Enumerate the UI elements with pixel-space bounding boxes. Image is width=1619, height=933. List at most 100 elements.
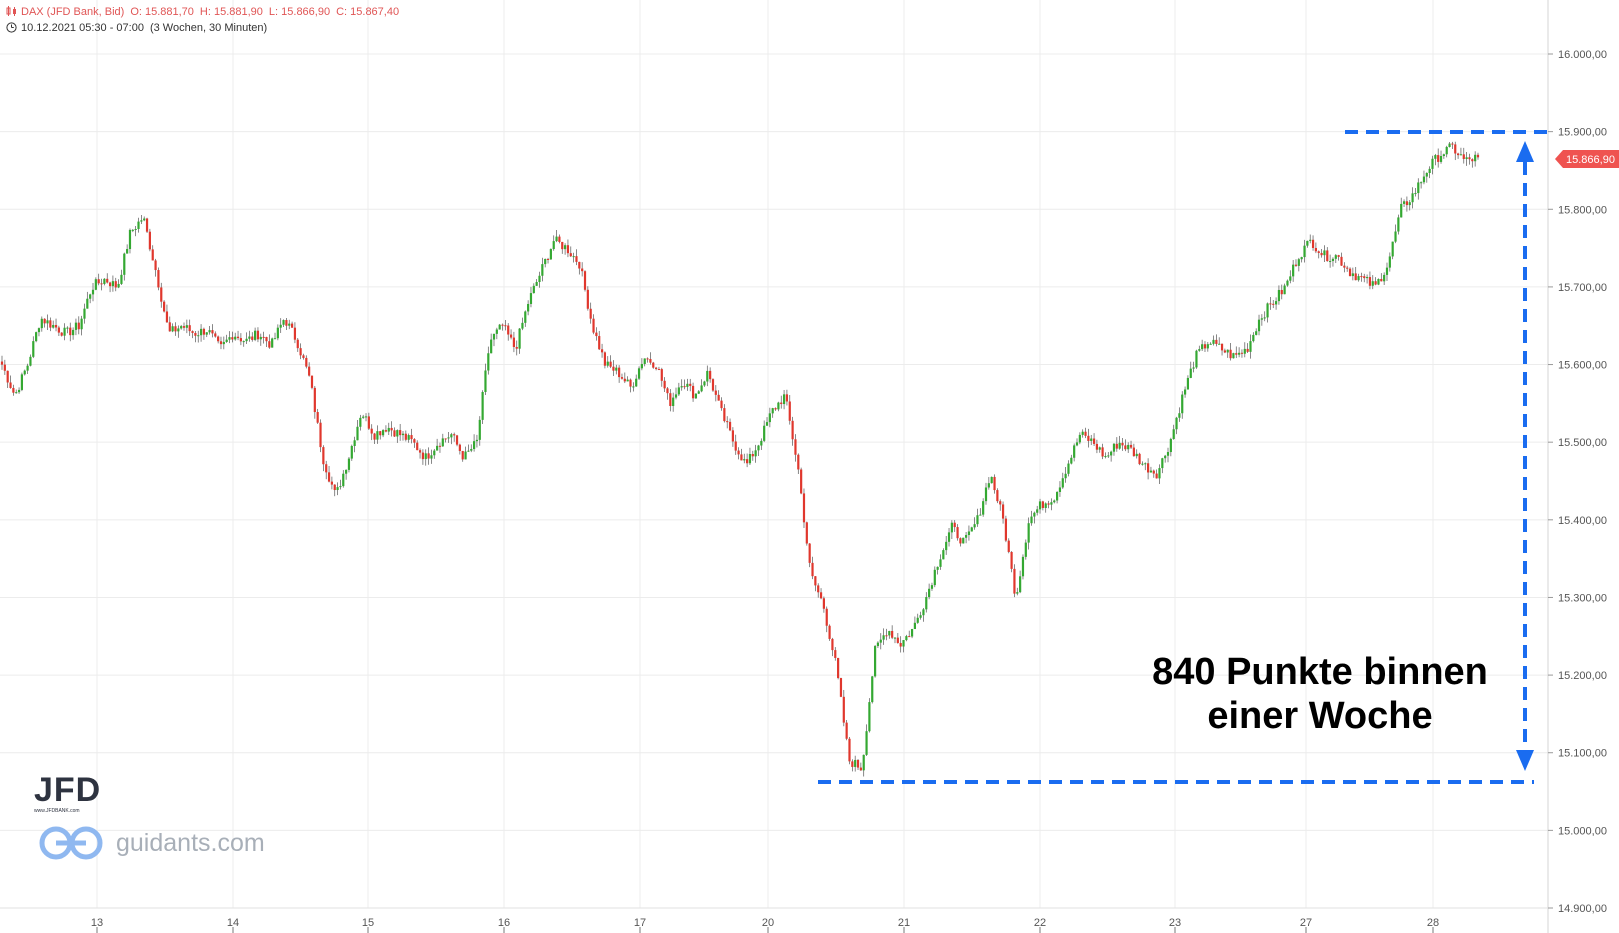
candle-up: [962, 537, 965, 544]
candle-up: [1158, 468, 1161, 479]
candle-down: [160, 287, 163, 302]
candle-down: [800, 469, 803, 494]
candle-up: [928, 588, 931, 598]
candle-down: [1129, 444, 1133, 448]
candle-down: [586, 289, 589, 309]
candles-icon: [6, 6, 16, 16]
candle-up: [472, 441, 476, 450]
open-value: O: 15.881,70: [130, 6, 194, 18]
candle-down: [1405, 201, 1409, 206]
candle-up: [990, 476, 993, 484]
candle-up: [29, 356, 32, 366]
candle-up: [674, 394, 678, 398]
candle-up: [524, 311, 527, 323]
candle-down: [1203, 344, 1207, 349]
y-tick-label: 15.500,00: [1558, 437, 1607, 449]
candle-down: [709, 370, 712, 380]
candle-up: [905, 636, 908, 641]
candle-down: [515, 346, 518, 349]
candle-down: [188, 325, 191, 332]
candle-up: [381, 430, 385, 436]
candle-down: [202, 328, 206, 335]
candle-up: [1283, 285, 1286, 295]
x-tick-label: 20: [762, 917, 774, 929]
candle-up: [1172, 429, 1175, 439]
candle-down: [1084, 431, 1087, 436]
candle-up: [1141, 463, 1144, 465]
candle-up: [1164, 455, 1167, 459]
candle-down: [1240, 352, 1244, 354]
candle-down: [751, 454, 754, 457]
candle-down: [953, 522, 956, 528]
x-tick-label: 27: [1300, 917, 1312, 929]
candle-up: [475, 439, 479, 442]
candle-up: [626, 379, 629, 382]
candle-up: [1078, 434, 1081, 443]
candle-up: [1249, 341, 1252, 352]
arrow-down-head: [1516, 750, 1534, 771]
candle-up: [1260, 318, 1263, 320]
candle-down: [512, 337, 516, 347]
candle-down: [168, 322, 171, 332]
candle-down: [1004, 518, 1008, 541]
candle-up: [606, 361, 609, 366]
candle-down: [290, 323, 294, 328]
candle-up: [1030, 516, 1033, 524]
candle-up: [1135, 453, 1138, 457]
candle-down: [379, 431, 382, 436]
candle-up: [936, 566, 939, 570]
candle-up: [1075, 442, 1079, 446]
candle-up: [430, 455, 433, 459]
grid: [0, 0, 1548, 909]
candle-up: [538, 275, 541, 283]
candle-down: [598, 336, 601, 350]
candle-down: [256, 330, 260, 340]
candle-up: [339, 486, 342, 488]
candle-up: [396, 430, 399, 437]
candle-up: [259, 336, 262, 340]
candle-down: [1121, 442, 1124, 446]
candle-down: [100, 283, 103, 285]
candle-down: [285, 320, 288, 326]
candle-up: [529, 293, 533, 304]
candle-down: [805, 522, 808, 544]
candle-down: [723, 408, 726, 422]
candle-up: [1144, 463, 1147, 465]
candle-up: [700, 385, 703, 392]
candle-up: [208, 330, 211, 333]
candle-down: [1374, 281, 1377, 285]
candle-down: [740, 454, 743, 461]
y-tick-label: 16.000,00: [1558, 49, 1607, 61]
candle-up: [1292, 264, 1295, 277]
candle-down: [657, 369, 661, 371]
candle-down: [845, 722, 848, 739]
candle-down: [370, 428, 373, 434]
candle-down: [834, 650, 837, 658]
candle-up: [1306, 240, 1309, 246]
arrow-up-head: [1516, 141, 1534, 162]
candle-down: [669, 393, 672, 406]
candle-down: [655, 367, 658, 370]
candle-up: [527, 303, 530, 312]
candle-down: [191, 331, 194, 333]
candle-up: [984, 487, 988, 502]
candle-down: [1041, 501, 1044, 508]
candle-up: [248, 336, 251, 339]
candle-up: [563, 245, 567, 250]
candle-up: [876, 642, 880, 647]
candle-down: [646, 358, 649, 360]
x-axis: 13 14 15 16 17 20 21 22 23 27 28: [0, 907, 1548, 933]
candle-up: [1474, 154, 1477, 162]
candle-down: [774, 408, 777, 410]
candle-down: [1380, 278, 1383, 282]
candle-up: [635, 378, 638, 387]
candle-down: [811, 562, 814, 577]
candle-up: [35, 332, 38, 342]
candle-down: [825, 608, 828, 626]
candle-down: [1337, 255, 1340, 257]
candle-up: [637, 368, 641, 379]
candle-down: [1229, 349, 1232, 359]
candle-down: [1314, 247, 1317, 252]
candle-down: [1147, 463, 1150, 473]
candle-down: [1155, 473, 1158, 479]
